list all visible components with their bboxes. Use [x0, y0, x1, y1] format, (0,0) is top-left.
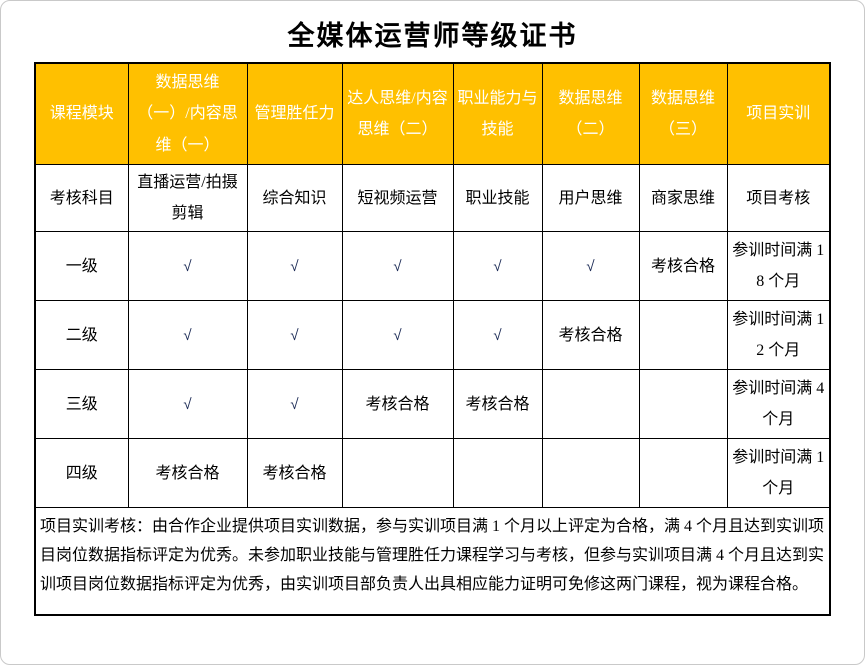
checkmark-cell: √: [452, 300, 543, 371]
row-label: 一级: [34, 231, 129, 302]
row-label: 考核科目: [34, 163, 129, 233]
col-header-management-competency: 管理胜任力: [246, 62, 343, 165]
table-cell: 考核合格: [246, 438, 343, 509]
table-cell: [541, 369, 640, 440]
table-cell: 参训时间满 12 个月: [726, 300, 831, 371]
checkmark-cell: √: [246, 369, 343, 440]
footnote-text: 项目实训考核：由合作企业提供项目实训数据，参与实训项目满 1 个月以上评定为合格…: [34, 507, 831, 616]
table-cell: [638, 438, 728, 509]
table-cell: 直播运营/拍摄剪辑: [127, 163, 248, 233]
row-level-1: 一级 √ √ √ √ √ 考核合格 参训时间满 18 个月: [34, 231, 831, 302]
table-cell: 综合知识: [246, 163, 343, 233]
table-cell: [541, 438, 640, 509]
col-header-vocational-skills: 职业能力与技能: [452, 62, 543, 165]
checkmark-cell: √: [127, 231, 248, 302]
col-header-course-module: 课程模块: [34, 62, 129, 165]
row-level-2: 二级 √ √ √ √ 考核合格 参训时间满 12 个月: [34, 300, 831, 371]
checkmark-cell: √: [452, 231, 543, 302]
table-cell: 考核合格: [452, 369, 543, 440]
table-cell: 商家思维: [638, 163, 728, 233]
certificate-grade-table: 课程模块 数据思维（一）/内容思维（一） 管理胜任力 达人思维/内容思维（二） …: [34, 62, 831, 616]
checkmark-cell: √: [127, 369, 248, 440]
col-header-data-thinking-1: 数据思维（一）/内容思维（一）: [127, 62, 248, 165]
table-cell: 参训时间满 4 个月: [726, 369, 831, 440]
col-header-influencer-content-2: 达人思维/内容思维（二）: [341, 62, 454, 165]
col-header-data-thinking-3: 数据思维（三）: [638, 62, 728, 165]
table-cell: 用户思维: [541, 163, 640, 233]
table-cell: 参训时间满 18 个月: [726, 231, 831, 302]
table-cell: [341, 438, 454, 509]
row-label: 三级: [34, 369, 129, 440]
row-exam-subjects: 考核科目 直播运营/拍摄剪辑 综合知识 短视频运营 职业技能 用户思维 商家思维…: [34, 163, 831, 233]
row-level-4: 四级 考核合格 考核合格 参训时间满 1 个月: [34, 438, 831, 509]
table-cell: 职业技能: [452, 163, 543, 233]
row-footnote: 项目实训考核：由合作企业提供项目实训数据，参与实训项目满 1 个月以上评定为合格…: [34, 507, 831, 616]
header-row: 课程模块 数据思维（一）/内容思维（一） 管理胜任力 达人思维/内容思维（二） …: [34, 62, 831, 165]
row-label: 二级: [34, 300, 129, 371]
table-cell: [638, 369, 728, 440]
table-cell: 考核合格: [638, 231, 728, 302]
table-cell: 短视频运营: [341, 163, 454, 233]
checkmark-cell: √: [246, 231, 343, 302]
table-cell: [452, 438, 543, 509]
table-cell: 项目考核: [726, 163, 831, 233]
row-level-3: 三级 √ √ 考核合格 考核合格 参训时间满 4 个月: [34, 369, 831, 440]
row-label: 四级: [34, 438, 129, 509]
checkmark-cell: √: [341, 231, 454, 302]
table-cell: [638, 300, 728, 371]
table-cell: 考核合格: [541, 300, 640, 371]
col-header-project-training: 项目实训: [726, 62, 831, 165]
table-cell: 考核合格: [127, 438, 248, 509]
table-cell: 参训时间满 1 个月: [726, 438, 831, 509]
checkmark-cell: √: [541, 231, 640, 302]
col-header-data-thinking-2: 数据思维（二）: [541, 62, 640, 165]
checkmark-cell: √: [246, 300, 343, 371]
checkmark-cell: √: [127, 300, 248, 371]
page-title: 全媒体运营师等级证书: [287, 21, 578, 51]
checkmark-cell: √: [341, 300, 454, 371]
table-cell: 考核合格: [341, 369, 454, 440]
